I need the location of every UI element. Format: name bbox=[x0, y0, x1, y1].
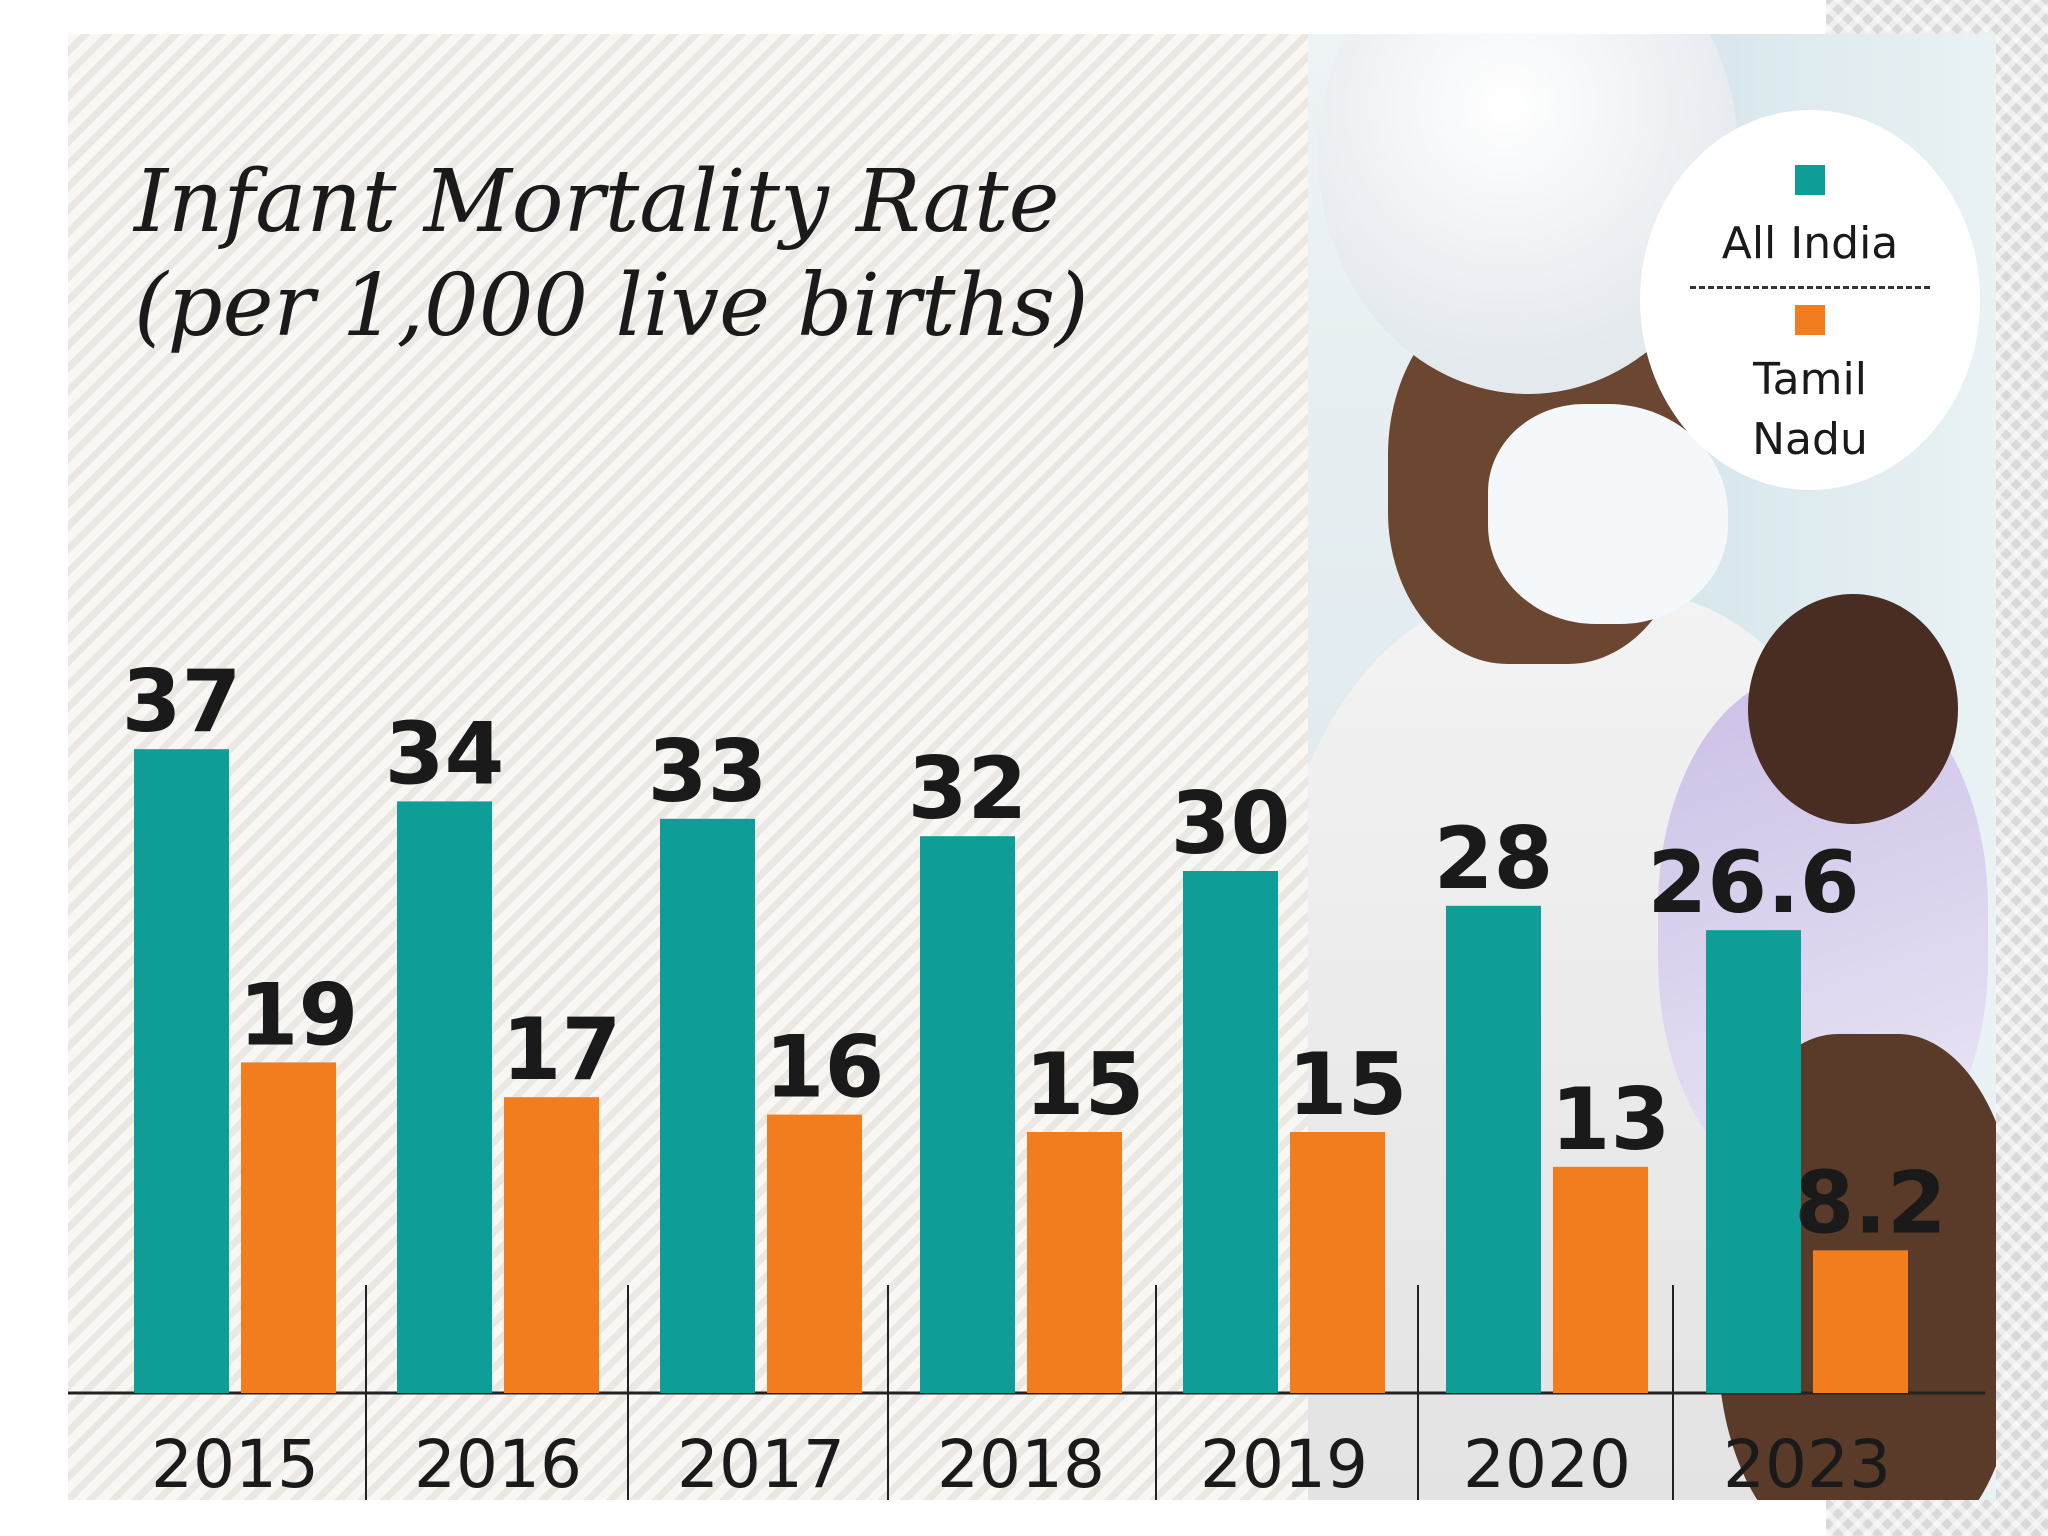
legend-divider bbox=[1690, 286, 1930, 289]
bar-tamil-nadu-2016 bbox=[504, 1097, 599, 1393]
bar-tamil-nadu-2015 bbox=[241, 1062, 336, 1393]
x-tick-label-2017: 2017 bbox=[677, 1426, 845, 1503]
bar-all-india-2016 bbox=[397, 801, 492, 1393]
bar-all-india-2015 bbox=[134, 749, 229, 1393]
value-label-all-india-2017: 33 bbox=[648, 722, 768, 822]
value-label-tamil-nadu-2018: 15 bbox=[1025, 1035, 1145, 1135]
value-label-tamil-nadu-2016: 17 bbox=[502, 1000, 622, 1100]
value-label-all-india-2020: 28 bbox=[1434, 809, 1554, 909]
bar-tamil-nadu-2018 bbox=[1027, 1132, 1122, 1393]
bar-tamil-nadu-2020 bbox=[1553, 1166, 1648, 1393]
chart-legend: All India Tamil Nadu bbox=[1640, 110, 1980, 490]
legend-label-tamil-nadu: Tamil Nadu bbox=[1752, 354, 1868, 465]
value-label-tamil-nadu-2020: 13 bbox=[1551, 1070, 1671, 1170]
bar-tamil-nadu-2023 bbox=[1813, 1250, 1908, 1393]
bar-all-india-2018 bbox=[920, 836, 1015, 1393]
bar-tamil-nadu-2017 bbox=[767, 1114, 862, 1393]
x-tick-label-2019: 2019 bbox=[1200, 1426, 1368, 1503]
value-label-all-india-2015: 37 bbox=[122, 652, 242, 752]
x-tick-label-2023: 2023 bbox=[1723, 1426, 1891, 1503]
value-label-all-india-2016: 34 bbox=[385, 704, 505, 804]
value-label-tamil-nadu-2019: 15 bbox=[1288, 1035, 1408, 1135]
value-label-all-india-2019: 30 bbox=[1171, 774, 1291, 874]
value-label-all-india-2018: 32 bbox=[908, 739, 1028, 839]
bar-all-india-2020 bbox=[1446, 905, 1541, 1393]
value-label-all-india-2023: 26.6 bbox=[1647, 833, 1859, 933]
bar-all-india-2017 bbox=[660, 818, 755, 1393]
x-tick-label-2015: 2015 bbox=[151, 1426, 319, 1503]
bar-all-india-2023 bbox=[1706, 930, 1801, 1393]
x-tick-label-2020: 2020 bbox=[1463, 1426, 1631, 1503]
legend-swatch-tamil-nadu bbox=[1795, 305, 1825, 335]
chart-title: Infant Mortality Rate (per 1,000 live bi… bbox=[134, 152, 1089, 356]
legend-label-all-india: All India bbox=[1721, 218, 1899, 269]
value-label-tamil-nadu-2015: 19 bbox=[239, 965, 359, 1065]
x-tick-label-2016: 2016 bbox=[414, 1426, 582, 1503]
x-tick-label-2018: 2018 bbox=[937, 1426, 1105, 1503]
value-label-tamil-nadu-2017: 16 bbox=[765, 1018, 885, 1118]
nurse-with-newborn-photo bbox=[1308, 34, 1996, 1500]
legend-swatch-all-india bbox=[1795, 165, 1825, 195]
bar-tamil-nadu-2019 bbox=[1290, 1132, 1385, 1393]
bar-all-india-2019 bbox=[1183, 871, 1278, 1393]
value-label-tamil-nadu-2023: 8.2 bbox=[1794, 1153, 1946, 1253]
